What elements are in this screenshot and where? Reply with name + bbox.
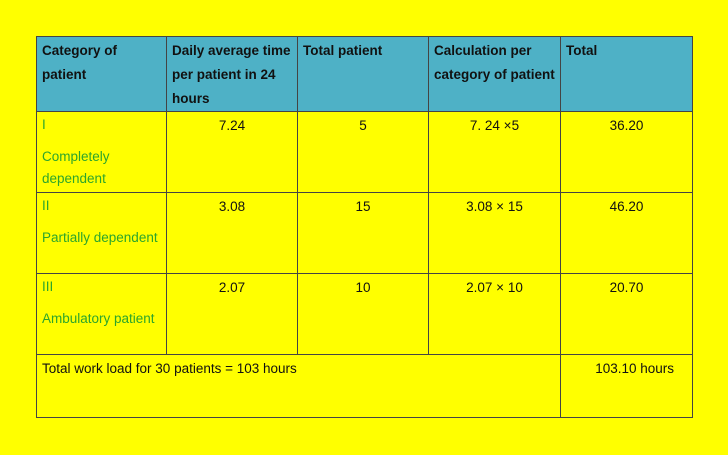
calculation-cell: 2.07 × 10 (428, 273, 561, 355)
table-row: I Completely dependent 7.24 5 7. 24 ×5 3… (36, 111, 693, 193)
workload-table: Category of patient Daily average time p… (36, 36, 693, 418)
total-cell: 36.20 (560, 111, 693, 193)
category-cell: I Completely dependent (36, 111, 167, 193)
header-row: Category of patient Daily average time p… (36, 36, 693, 112)
total-cell: 46.20 (560, 192, 693, 274)
summary-total-cell: 103.10 hours (560, 354, 693, 418)
avg-time-cell: 7.24 (166, 111, 298, 193)
total-cell: 20.70 (560, 273, 693, 355)
table-row: II Partially dependent 3.08 15 3.08 × 15… (36, 192, 693, 274)
category-cell: II Partially dependent (36, 192, 167, 274)
category-label: Ambulatory patient (42, 311, 155, 326)
avg-time-cell: 3.08 (166, 192, 298, 274)
category-label: Completely dependent (42, 149, 110, 186)
category-numeral: III (42, 279, 54, 294)
calculation-cell: 3.08 × 15 (428, 192, 561, 274)
category-numeral: I (42, 117, 46, 132)
category-numeral: II (42, 198, 50, 213)
header-total: Total (560, 36, 693, 112)
summary-row: Total work load for 30 patients = 103 ho… (36, 354, 693, 418)
header-avg-time: Daily average time per patient in 24 hou… (166, 36, 298, 112)
patients-cell: 5 (297, 111, 429, 193)
patients-cell: 10 (297, 273, 429, 355)
category-cell: III Ambulatory patient (36, 273, 167, 355)
header-category: Category of patient (36, 36, 167, 112)
header-calculation: Calculation per category of patient (428, 36, 561, 112)
avg-time-cell: 2.07 (166, 273, 298, 355)
category-label: Partially dependent (42, 230, 158, 245)
summary-text-cell: Total work load for 30 patients = 103 ho… (36, 354, 561, 418)
patients-cell: 15 (297, 192, 429, 274)
calculation-cell: 7. 24 ×5 (428, 111, 561, 193)
table-row: III Ambulatory patient 2.07 10 2.07 × 10… (36, 273, 693, 355)
header-total-patient: Total patient (297, 36, 429, 112)
